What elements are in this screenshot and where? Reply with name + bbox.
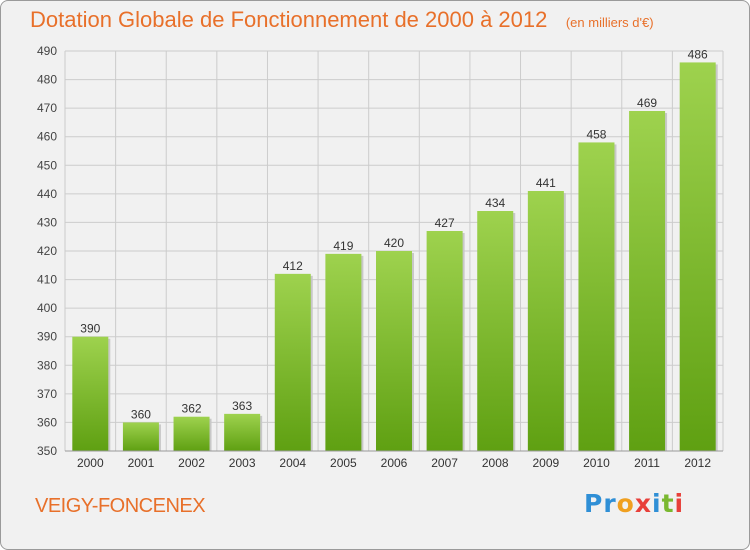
bar-2011 (629, 111, 666, 451)
bar-2006 (376, 251, 412, 451)
proxiti-logo: Proxiti (584, 489, 684, 518)
logo-letter: r (603, 489, 617, 518)
data-label-2002: 362 (182, 402, 202, 416)
y-tick-label-380: 380 (37, 358, 57, 372)
x-tick-label-2006: 2006 (381, 456, 408, 470)
x-tick-label-2002: 2002 (178, 456, 205, 470)
bar-2010 (578, 142, 615, 451)
bar-2001 (122, 422, 159, 451)
bar-2004 (274, 273, 311, 451)
y-tick-label-480: 480 (37, 73, 57, 87)
data-label-2001: 360 (131, 407, 151, 421)
y-tick-label-460: 460 (37, 130, 57, 144)
logo-letter: i (674, 489, 685, 518)
data-label-2011: 469 (637, 96, 657, 110)
y-tick-label-360: 360 (37, 415, 57, 429)
y-tick-label-440: 440 (37, 187, 57, 201)
x-tick-label-2004: 2004 (279, 456, 306, 470)
logo-letter: x (634, 489, 652, 518)
x-tick-label-2008: 2008 (482, 456, 509, 470)
data-label-2012: 486 (688, 47, 708, 61)
x-tick-label-2005: 2005 (330, 456, 357, 470)
title-row: Dotation Globale de Fonctionnement de 20… (30, 7, 654, 33)
y-tick-label-430: 430 (37, 215, 57, 229)
commune-name: VEIGY-FONCENEX (35, 495, 206, 517)
x-tick-label-2000: 2000 (77, 456, 104, 470)
bar-2000 (72, 336, 109, 451)
y-tick-label-400: 400 (37, 301, 57, 315)
y-tick-label-420: 420 (37, 244, 57, 258)
logo-letter: i (652, 489, 662, 518)
bar-2009 (527, 191, 564, 451)
logo-letter: P (584, 489, 604, 518)
y-tick-label-470: 470 (37, 101, 57, 115)
bar-2003 (224, 413, 261, 451)
y-tick-label-350: 350 (37, 444, 57, 458)
x-tick-label-2007: 2007 (431, 456, 458, 470)
unit-note: (en milliers d'€) (565, 15, 654, 30)
x-tick-label-2011: 2011 (634, 456, 660, 470)
data-label-2003: 363 (232, 399, 252, 413)
data-label-2010: 458 (586, 127, 606, 141)
data-label-2009: 441 (536, 176, 556, 190)
data-label-2008: 434 (485, 196, 505, 210)
x-tick-label-2010: 2010 (583, 456, 610, 470)
x-tick-label-2012: 2012 (684, 456, 711, 470)
data-label-2005: 419 (333, 239, 353, 253)
bar-2002 (173, 416, 210, 451)
bar-2005 (325, 253, 362, 451)
y-tick-label-370: 370 (37, 387, 57, 401)
x-tick-label-2001: 2001 (128, 456, 155, 470)
axis-layer: 350 360 370 380 390 400 410 420 430 440 450 460 470 4… (37, 44, 723, 470)
x-tick-label-2003: 2003 (229, 456, 256, 470)
x-tick-label-2009: 2009 (532, 456, 559, 470)
y-tick-label-390: 390 (37, 330, 57, 344)
y-tick-label-450: 450 (37, 158, 57, 172)
bar-2007 (426, 231, 463, 451)
data-label-2004: 412 (283, 259, 303, 273)
data-label-2006: 420 (384, 236, 404, 250)
y-tick-label-490: 490 (37, 44, 57, 58)
data-label-2007: 427 (435, 216, 455, 230)
bars-layer: 390 360 362 363 412 419 420 427 434 441 458 469 486 (72, 47, 718, 452)
chart-title: Dotation Globale de Fonctionnement de 20… (30, 7, 548, 32)
y-tick-label-410: 410 (37, 273, 57, 287)
bar-2008 (477, 211, 514, 451)
data-label-2000: 390 (80, 322, 100, 336)
logo-letter: t (661, 489, 675, 518)
logo-letter: o (616, 489, 635, 518)
bar-2012 (679, 62, 716, 452)
